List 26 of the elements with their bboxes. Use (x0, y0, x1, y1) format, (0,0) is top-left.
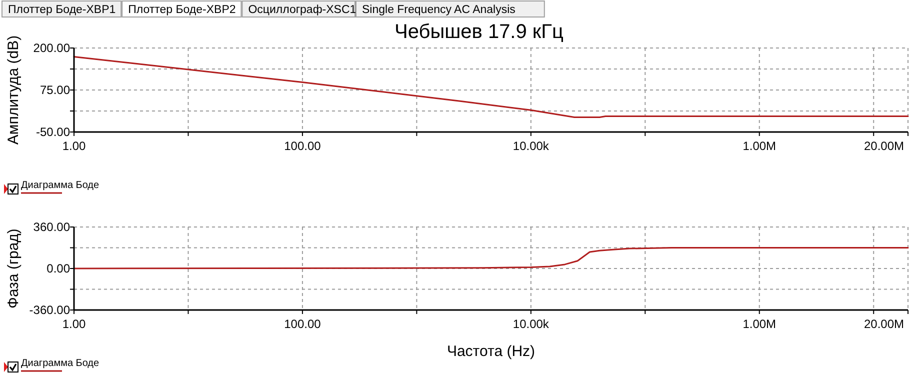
x-tick-label: 100.00 (284, 317, 322, 331)
text: Плоттер Боде-XBP1 (8, 4, 116, 16)
y-axis-title: Фаза (град) (5, 228, 22, 308)
y-tick-label: -360.00 (29, 303, 70, 318)
y-axis-title: Амплитуда (dB) (5, 35, 22, 145)
text: Осциллограф-XSC1 (248, 4, 356, 16)
text: Single Frequency AC Analysis (362, 4, 516, 16)
x-tick-label: 10.00k (512, 317, 550, 331)
chart-title: Чебышев 17.9 кГц (394, 21, 564, 43)
x-tick-label: 20.00M (864, 139, 904, 153)
x-axis-title: Частота (Hz) (446, 343, 536, 360)
x-tick-label: 1.00 (62, 317, 86, 331)
text: Диаграмма Боде (21, 180, 100, 191)
y-tick-label: -50.00 (36, 125, 70, 140)
y-tick-label: 360.00 (33, 220, 70, 234)
y-tick-label: 200.00 (33, 41, 70, 56)
x-tick-label: 1.00M (742, 139, 776, 153)
x-tick-label: 1.00 (62, 139, 86, 153)
text: Диаграмма Боде (21, 358, 100, 369)
y-tick-label: 75.00 (40, 83, 70, 98)
x-tick-label: 1.00M (742, 317, 776, 331)
text: Плоттер Боде-XBP2 (128, 4, 236, 16)
x-tick-label: 100.00 (284, 139, 322, 153)
x-tick-label: 20.00M (864, 317, 904, 331)
y-tick-label: 0.00 (46, 262, 70, 276)
x-tick-label: 10.00k (512, 139, 550, 153)
